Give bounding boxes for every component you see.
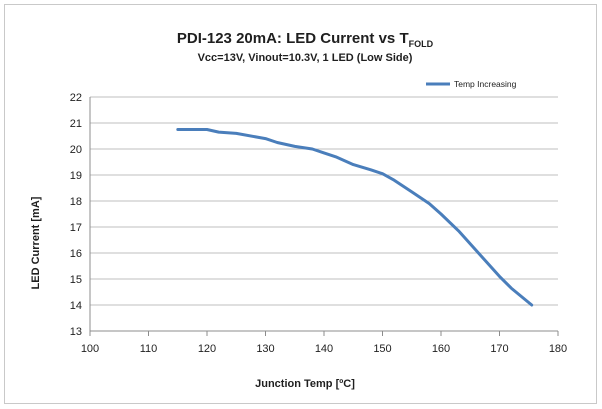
y-tick-label: 21 xyxy=(70,118,82,130)
x-axis-title: Junction Temp [ºC] xyxy=(255,378,355,390)
chart-title: PDI-123 20mA: LED Current vs TFOLD xyxy=(177,30,434,49)
y-tick-label: 16 xyxy=(70,248,82,260)
grid-lines xyxy=(90,96,558,332)
x-tick-labels: 100 110 120 130 140 150 160 170 180 xyxy=(81,343,567,355)
y-tick-label: 20 xyxy=(70,144,82,156)
chart-legend: Temp Increasing xyxy=(426,79,517,89)
x-tick-label: 110 xyxy=(140,343,158,355)
x-tick-label: 170 xyxy=(490,343,508,355)
y-tick-label: 15 xyxy=(70,274,82,286)
legend-label-temp-increasing: Temp Increasing xyxy=(454,79,517,89)
y-tick-label: 19 xyxy=(70,170,82,182)
y-tick-labels: 13 14 15 16 17 18 19 20 21 22 xyxy=(70,92,82,338)
series-line-temp-increasing xyxy=(176,128,534,307)
x-tick-label: 100 xyxy=(81,343,99,355)
y-axis-title: LED Current [mA] xyxy=(30,196,42,289)
x-tick-label: 180 xyxy=(549,343,567,355)
chart-frame: PDI-123 20mA: LED Current vs TFOLD Vcc=1… xyxy=(4,4,597,404)
y-tick-label: 18 xyxy=(70,196,82,208)
chart-subtitle: Vcc=13V, Vinout=10.3V, 1 LED (Low Side) xyxy=(198,52,413,64)
x-tick-label: 130 xyxy=(256,343,274,355)
axes xyxy=(89,97,559,336)
y-tick-label: 17 xyxy=(70,222,82,234)
x-tick-label: 120 xyxy=(198,343,216,355)
y-tick-label: 14 xyxy=(70,300,82,312)
y-tick-label: 22 xyxy=(70,92,82,104)
series-layer xyxy=(176,128,534,307)
x-tick-label: 160 xyxy=(432,343,450,355)
line-chart: PDI-123 20mA: LED Current vs TFOLD Vcc=1… xyxy=(30,30,567,390)
y-tick-label: 13 xyxy=(70,326,82,338)
x-tick-label: 140 xyxy=(315,343,333,355)
x-tick-label: 150 xyxy=(373,343,391,355)
